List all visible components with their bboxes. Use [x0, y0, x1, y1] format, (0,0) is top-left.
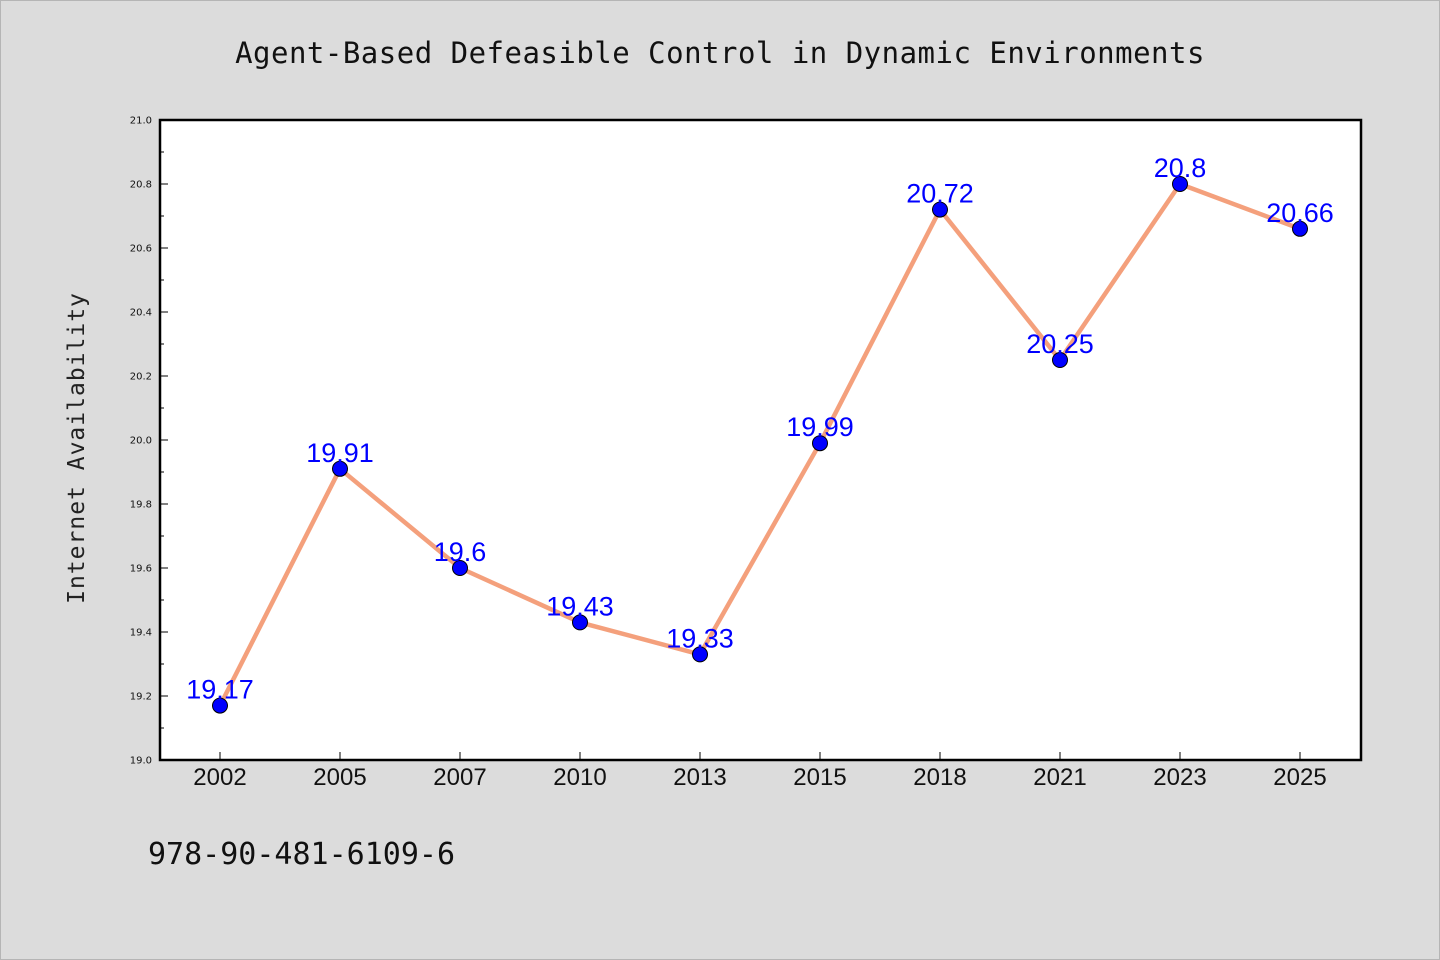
y-tick-label: 20.0 — [130, 436, 152, 447]
y-tick-label: 19.6 — [130, 564, 152, 575]
data-label: 19.99 — [786, 412, 854, 442]
data-label: 19.17 — [186, 675, 254, 705]
series-line — [217, 181, 1303, 708]
y-tick-label: 19.2 — [130, 692, 152, 703]
data-label: 20.8 — [1154, 153, 1207, 183]
isbn-footer: 978-90-481-6109-6 — [148, 837, 455, 872]
x-tick-label: 2005 — [313, 764, 366, 791]
x-tick-label: 2021 — [1033, 764, 1086, 791]
y-tick-label: 20.6 — [130, 244, 152, 255]
data-point — [332, 460, 348, 477]
data-label: 19.6 — [434, 537, 487, 567]
x-tick-label: 2025 — [1273, 764, 1326, 791]
chart-title: Agent-Based Defeasible Control in Dynami… — [235, 36, 1205, 70]
x-tick-label: 2013 — [673, 764, 726, 791]
y-tick-label: 20.2 — [130, 372, 152, 383]
data-label: 19.91 — [306, 438, 374, 468]
x-tick-label: 2015 — [793, 764, 846, 791]
data-point — [932, 201, 948, 218]
data-point — [452, 560, 468, 576]
data-point — [812, 435, 828, 452]
x-tick-label: 2007 — [433, 764, 486, 791]
data-label: 20.66 — [1266, 198, 1334, 228]
y-tick-label: 19.0 — [130, 756, 152, 767]
x-axis-ticks: 2002 2005 2007 2010 2013 2015 2018 2021 2023 2025 — [193, 752, 1327, 791]
x-tick-label: 2010 — [553, 764, 606, 791]
data-label: 20.72 — [906, 179, 974, 209]
x-tick-label: 2018 — [913, 764, 966, 791]
data-point — [692, 646, 708, 663]
series-group — [212, 176, 1308, 714]
data-label: 19.33 — [666, 623, 734, 653]
data-label: 19.43 — [546, 591, 614, 621]
plot-area — [158, 118, 1363, 762]
x-tick-label: 2023 — [1153, 764, 1206, 791]
y-tick-label: 19.8 — [130, 500, 152, 511]
y-tick-label: 20.8 — [130, 180, 152, 191]
y-tick-label: 20.4 — [130, 308, 152, 319]
y-axis-label: Internet Availability — [64, 292, 90, 604]
y-tick-label: 21.0 — [130, 116, 152, 127]
data-point — [1052, 352, 1068, 368]
y-tick-label: 19.4 — [130, 628, 152, 639]
data-point — [212, 697, 228, 714]
data-labels-group: 19.17 19.91 19.6 19.43 19.33 19.99 20.72 20.25 2… — [186, 153, 1334, 705]
data-point — [1172, 176, 1188, 192]
y-axis-ticks: 19.0 19.2 19.4 19.6 19.8 20.0 20.2 20.4 20.6 20.8… — [130, 116, 168, 767]
data-label: 20.25 — [1026, 329, 1094, 359]
data-point — [1292, 220, 1308, 237]
data-point — [572, 614, 588, 631]
x-tick-label: 2002 — [193, 764, 246, 791]
